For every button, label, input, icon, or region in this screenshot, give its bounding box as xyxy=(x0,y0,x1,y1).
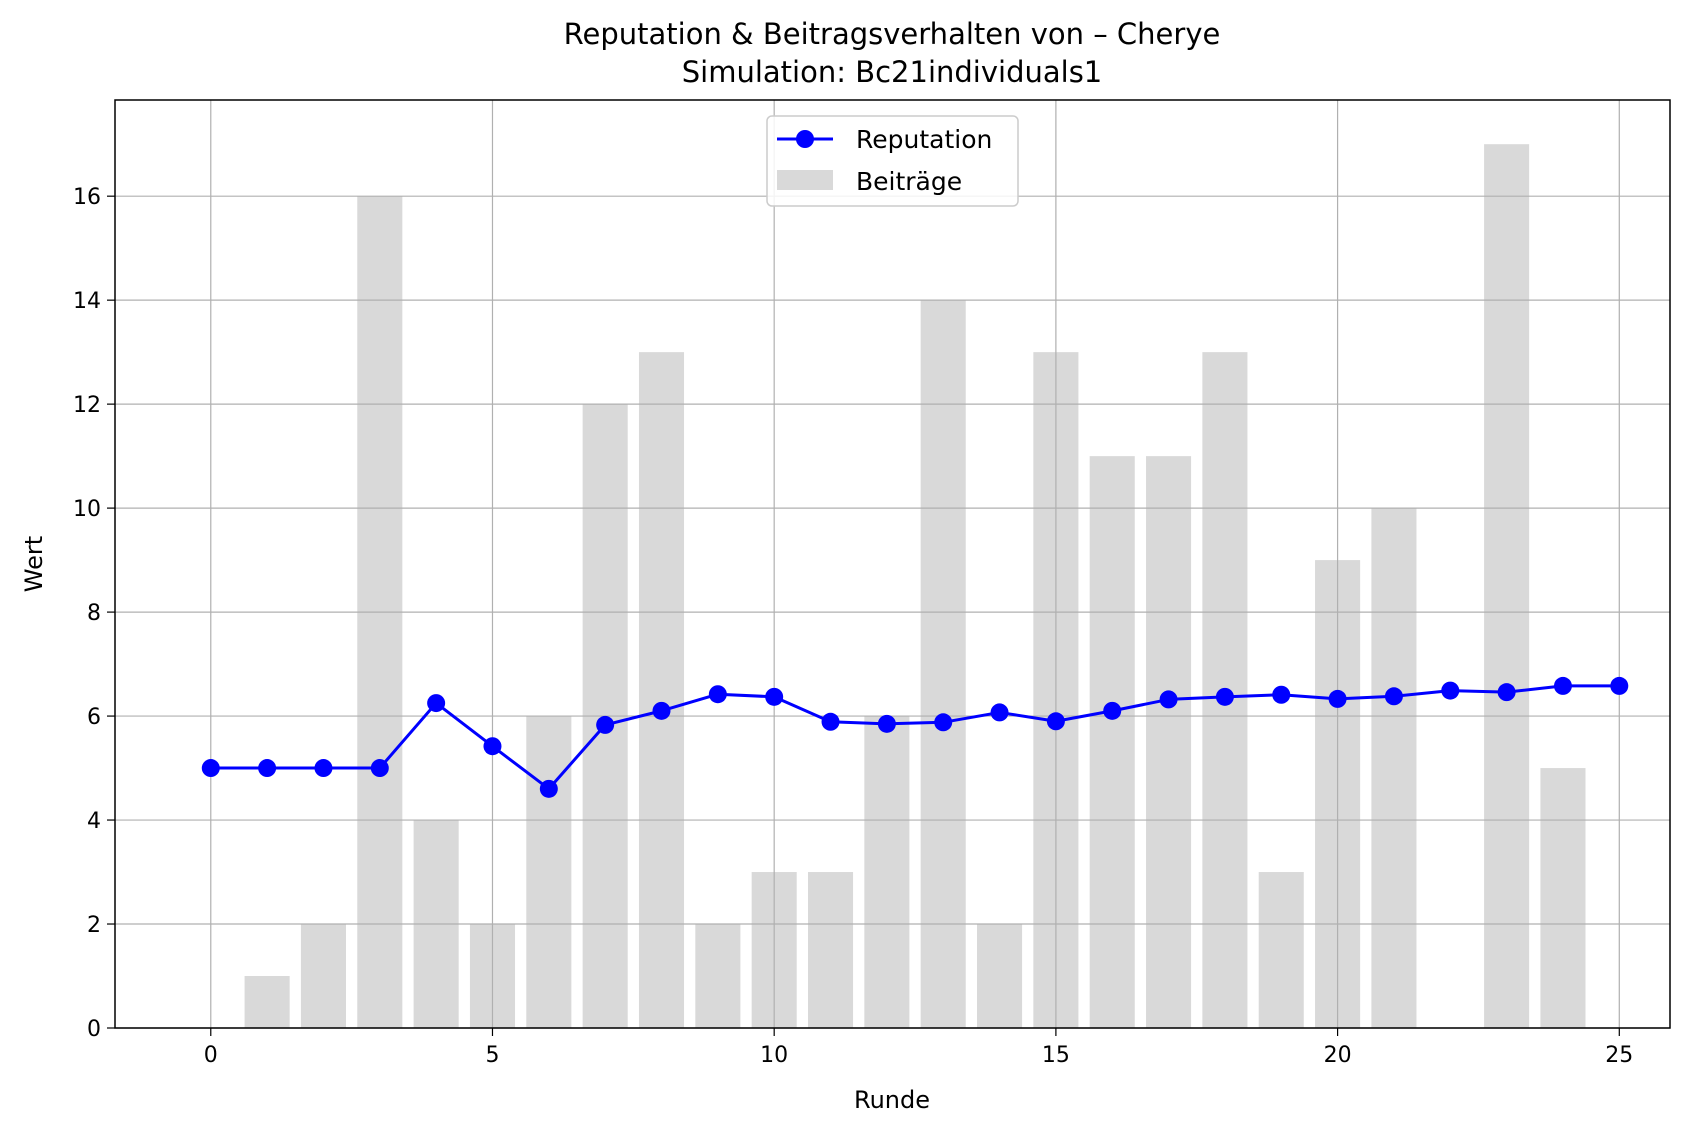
bar-beitraege-round-6 xyxy=(526,716,572,1028)
legend-beitraege-label: Beiträge xyxy=(856,167,962,196)
reputation-point-round-12 xyxy=(877,714,896,733)
bar-beitraege-round-2 xyxy=(300,924,346,1028)
reputation-point-round-5 xyxy=(483,737,502,756)
legend: Reputation Beiträge xyxy=(766,115,1019,207)
reputation-point-round-7 xyxy=(596,715,615,734)
legend-reputation-marker xyxy=(796,130,814,148)
bar-beitraege-round-12 xyxy=(864,716,910,1028)
reputation-point-round-8 xyxy=(652,701,671,720)
x-tick-label: 5 xyxy=(485,1043,499,1068)
reputation-point-round-22 xyxy=(1441,681,1460,700)
bar-beitraege-round-13 xyxy=(920,300,966,1028)
reputation-point-round-19 xyxy=(1272,685,1291,704)
x-tick-label: 10 xyxy=(760,1043,788,1068)
bar-beitraege-round-8 xyxy=(638,352,685,1028)
grid-layer xyxy=(115,100,1670,1029)
bar-beitraege-round-19 xyxy=(1258,872,1304,1028)
y-tick-label: 10 xyxy=(73,497,101,522)
reputation-point-round-11 xyxy=(821,712,840,731)
bar-beitraege-round-14 xyxy=(977,924,1023,1028)
x-axis-label: Runde xyxy=(854,1086,930,1114)
reputation-line-layer xyxy=(201,676,1629,798)
y-axis-ticks: 0 2 4 6 8 10 12 14 16 xyxy=(73,185,115,1042)
reputation-point-round-17 xyxy=(1159,690,1178,709)
bar-beitraege-round-11 xyxy=(807,872,854,1028)
y-tick-label: 6 xyxy=(87,705,101,730)
y-tick-label: 2 xyxy=(87,913,101,938)
reputation-point-round-6 xyxy=(539,779,558,798)
reputation-line xyxy=(210,684,1620,791)
reputation-point-round-15 xyxy=(1046,712,1065,731)
y-tick-label: 14 xyxy=(73,289,101,314)
legend-beitraege-swatch xyxy=(777,170,833,190)
reputation-point-round-25 xyxy=(1610,676,1629,695)
reputation-point-round-1 xyxy=(258,759,277,778)
chart-subtitle: Simulation: Bc21individuals1 xyxy=(682,55,1103,89)
reputation-point-round-21 xyxy=(1384,687,1403,706)
legend-reputation-label: Reputation xyxy=(856,125,992,154)
bar-beitraege-round-9 xyxy=(695,924,741,1028)
x-tick-label: 15 xyxy=(1042,1043,1070,1068)
reputation-point-round-13 xyxy=(934,713,953,732)
bar-beitraege-round-16 xyxy=(1089,456,1135,1028)
reputation-point-round-20 xyxy=(1328,689,1347,708)
plot-frame xyxy=(114,99,1671,1029)
bar-beitraege-round-17 xyxy=(1146,456,1192,1028)
x-tick-label: 0 xyxy=(204,1043,218,1068)
y-tick-label: 0 xyxy=(87,1017,101,1042)
y-tick-label: 4 xyxy=(87,809,101,834)
y-tick-label: 12 xyxy=(73,393,101,418)
y-tick-label: 8 xyxy=(87,601,101,626)
bar-beitraege-round-23 xyxy=(1484,144,1530,1028)
reputation-point-round-10 xyxy=(765,687,784,706)
x-tick-label: 25 xyxy=(1605,1043,1633,1068)
reputation-point-round-23 xyxy=(1497,683,1516,702)
reputation-point-round-2 xyxy=(314,759,333,778)
bar-beitraege-round-1 xyxy=(244,976,290,1028)
x-axis-ticks: 0 5 10 15 20 25 xyxy=(204,1028,1633,1068)
bar-beitraege-round-24 xyxy=(1540,768,1586,1028)
reputation-point-round-18 xyxy=(1215,687,1234,706)
x-tick-label: 20 xyxy=(1324,1043,1352,1068)
reputation-point-round-4 xyxy=(427,694,446,713)
chart-title: Reputation & Beitragsverhalten von – Che… xyxy=(564,17,1221,51)
reputation-point-round-3 xyxy=(370,759,389,778)
reputation-point-round-0 xyxy=(201,759,220,778)
reputation-point-round-14 xyxy=(990,703,1009,722)
y-tick-label: 16 xyxy=(73,185,101,210)
y-axis-label: Wert xyxy=(20,536,48,592)
reputation-point-round-16 xyxy=(1103,701,1122,720)
bar-beitraege-round-21 xyxy=(1371,508,1417,1028)
reputation-point-round-24 xyxy=(1553,676,1572,695)
reputation-point-round-9 xyxy=(708,685,727,704)
